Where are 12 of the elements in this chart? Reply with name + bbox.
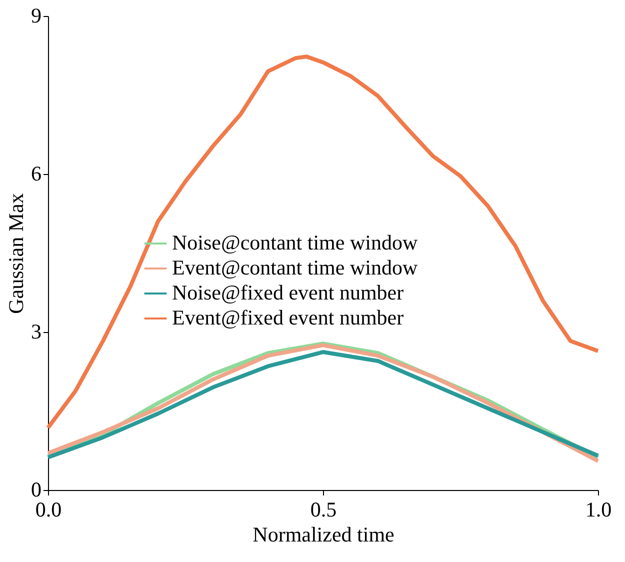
y-tick-label: 9 [31, 4, 42, 28]
y-tick-label: 3 [31, 320, 42, 344]
x-tick-label: 1.0 [585, 498, 612, 522]
x-axis-title: Normalized time [252, 522, 394, 546]
legend-label: Event@fixed event number [172, 306, 404, 330]
legend-label: Noise@fixed event number [172, 280, 404, 304]
y-tick-label: 6 [31, 162, 42, 186]
legend-label: Noise@contant time window [172, 230, 418, 254]
y-axis-title: Gaussian Max [4, 192, 28, 314]
legend-label: Event@contant time window [172, 256, 418, 280]
x-tick-label: 0.5 [310, 498, 337, 522]
line-series [46, 54, 600, 430]
